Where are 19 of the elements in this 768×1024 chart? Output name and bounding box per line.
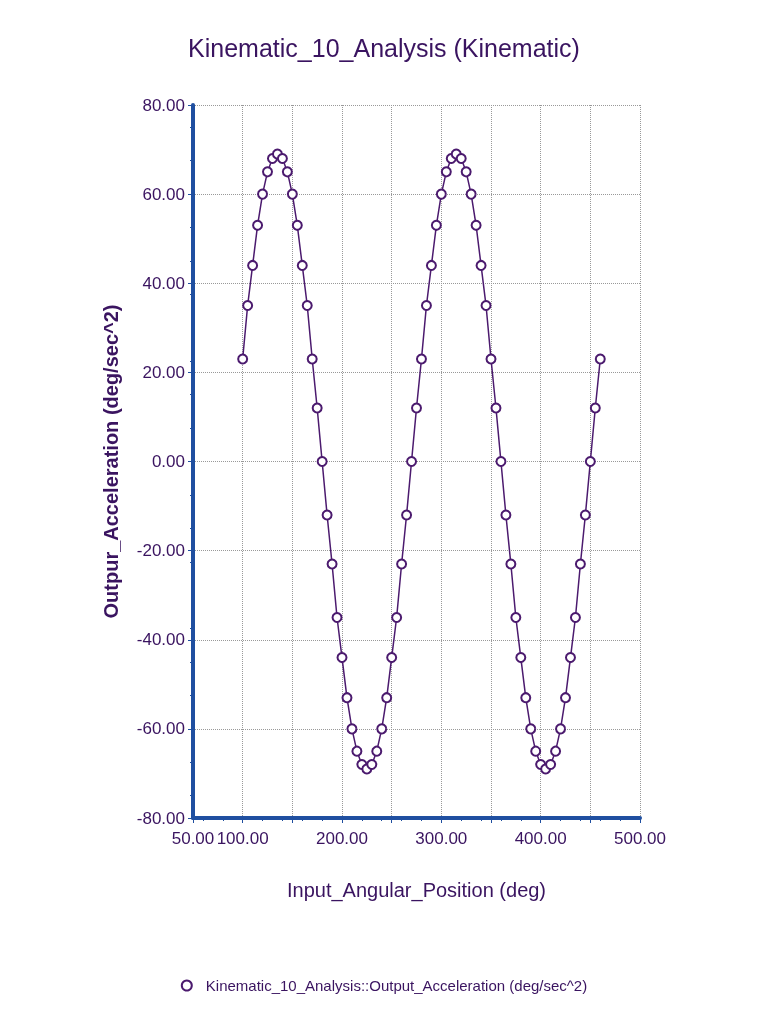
x-tick-label: 400.00	[514, 829, 567, 848]
x-tick-label: 500.00	[614, 829, 666, 848]
y-tick-label: 80.00	[142, 95, 185, 115]
x-tick-label: 100.00	[216, 829, 269, 848]
y-axis-title: Outpur_Acceleration (deg/sec^2)	[100, 304, 122, 619]
y-tick-label: -80.00	[136, 808, 185, 828]
y-tick-label: 20.00	[142, 362, 185, 382]
y-tick-label: -40.00	[136, 630, 185, 650]
y-tick-label: -20.00	[136, 541, 185, 561]
x-tick-label: 50.00	[171, 829, 215, 848]
y-tick-label: -60.00	[136, 719, 185, 739]
y-tick-label: 0.00	[151, 452, 185, 471]
chart-title: Kinematic_10_Analysis (Kinematic)	[188, 33, 580, 62]
y-tick-label: 40.00	[142, 273, 185, 293]
y-tick-label: 60.00	[142, 184, 185, 204]
x-axis-title: Input_Angular_Position (deg)	[286, 879, 547, 902]
x-tick-label: 300.00	[415, 829, 468, 848]
legend-label: Kinematic_10_Analysis::Output_Acceleration (deg/sec^2)	[205, 977, 588, 994]
x-tick-label: 200.00	[316, 829, 368, 848]
